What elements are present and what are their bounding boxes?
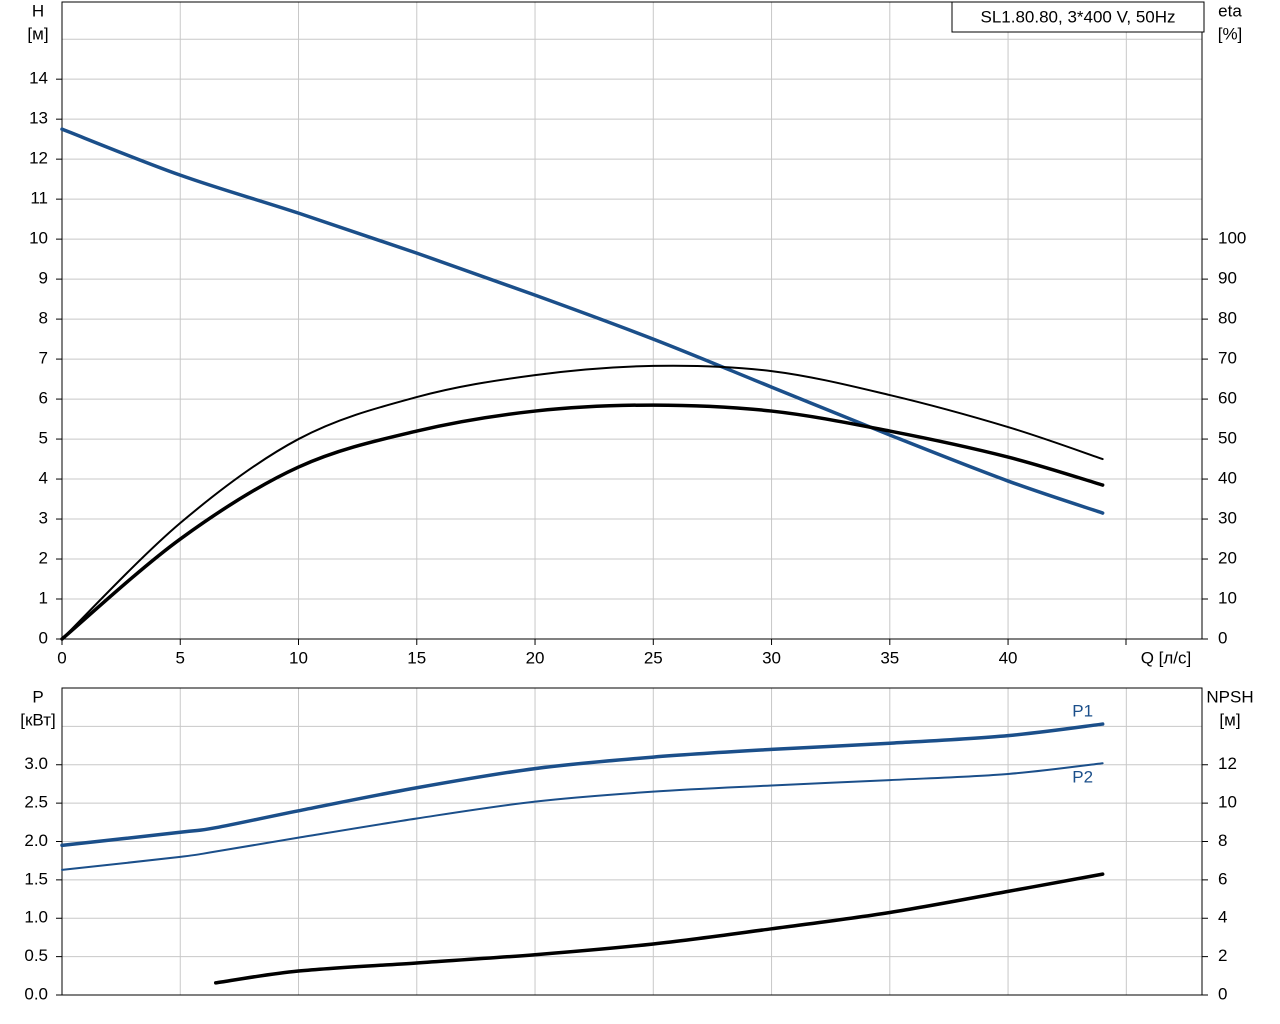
y-axis-unit: [м] (27, 24, 48, 43)
y2-tick-label: 0 (1218, 628, 1227, 647)
y2-tick-label: 10 (1218, 793, 1237, 812)
x-tick-label: 20 (526, 648, 545, 667)
y2-tick-label: 8 (1218, 831, 1227, 850)
y-tick-label: 4 (39, 469, 48, 488)
y-tick-label: 11 (30, 189, 48, 208)
y2-tick-label: 100 (1218, 229, 1246, 248)
y-tick-label: 3.0 (24, 754, 48, 773)
y2-tick-label: 6 (1218, 869, 1227, 888)
series-label: P1 (1072, 702, 1093, 721)
y2-axis-label: eta (1218, 1, 1242, 20)
y-tick-label: 12 (29, 149, 48, 168)
x-tick-label: 5 (176, 648, 185, 667)
curve (60, 403, 1105, 641)
curve (213, 872, 1105, 985)
y-tick-label: 2 (39, 549, 48, 568)
y2-tick-label: 70 (1218, 349, 1237, 368)
curve (61, 364, 1104, 640)
y2-tick-label: 12 (1218, 754, 1237, 773)
y2-axis-unit: [м] (1219, 710, 1240, 729)
y2-tick-label: 50 (1218, 429, 1237, 448)
y2-tick-label: 20 (1218, 549, 1237, 568)
x-tick-label: 35 (880, 648, 899, 667)
y-tick-label: 2.0 (24, 831, 48, 850)
x-tick-label: 10 (289, 648, 308, 667)
y-tick-label: 0.0 (24, 984, 48, 1003)
y2-tick-label: 80 (1218, 309, 1237, 328)
curve (60, 127, 1105, 515)
y2-tick-label: 30 (1218, 509, 1237, 528)
chart-title: SL1.80.80, 3*400 V, 50Hz (980, 7, 1175, 26)
x-tick-label: 0 (57, 648, 66, 667)
y-tick-label: 0 (39, 628, 48, 647)
y2-tick-label: 90 (1218, 269, 1237, 288)
y2-tick-label: 60 (1218, 389, 1237, 408)
y-tick-label: 1.5 (24, 869, 48, 888)
y2-tick-label: 4 (1218, 908, 1227, 927)
curve (61, 762, 1104, 871)
y2-tick-label: 2 (1218, 946, 1227, 965)
y-tick-label: 7 (39, 349, 48, 368)
y2-tick-label: 10 (1218, 588, 1237, 607)
x-axis-label: Q [л/с] (1141, 648, 1192, 667)
y-tick-label: 13 (29, 109, 48, 128)
y2-axis-unit: [%] (1218, 24, 1243, 43)
y-tick-label: 9 (39, 269, 48, 288)
x-tick-label: 40 (999, 648, 1018, 667)
y-tick-label: 5 (39, 429, 48, 448)
title-box (951, 1, 1205, 33)
series-label: P2 (1072, 768, 1093, 787)
y-tick-label: 0.5 (24, 946, 48, 965)
y-tick-label: 3 (39, 509, 48, 528)
y-axis-label: H (32, 1, 44, 20)
curve (60, 722, 1105, 848)
y-tick-label: 2.5 (24, 793, 48, 812)
y2-tick-label: 40 (1218, 469, 1237, 488)
y2-tick-label: 0 (1218, 984, 1227, 1003)
y-tick-label: 10 (29, 229, 48, 248)
x-tick-label: 30 (762, 648, 781, 667)
x-tick-label: 15 (407, 648, 426, 667)
y-axis-label: P (32, 687, 43, 706)
y-tick-label: 6 (39, 389, 48, 408)
y-axis-unit: [кВт] (20, 710, 55, 729)
x-tick-label: 25 (644, 648, 663, 667)
y-tick-label: 1 (39, 588, 48, 607)
y-tick-label: 14 (29, 69, 48, 88)
y-tick-label: 1.0 (24, 908, 48, 927)
y2-axis-label: NPSH (1206, 687, 1253, 706)
plot-frame (61, 1, 1203, 640)
y-tick-label: 8 (39, 309, 48, 328)
